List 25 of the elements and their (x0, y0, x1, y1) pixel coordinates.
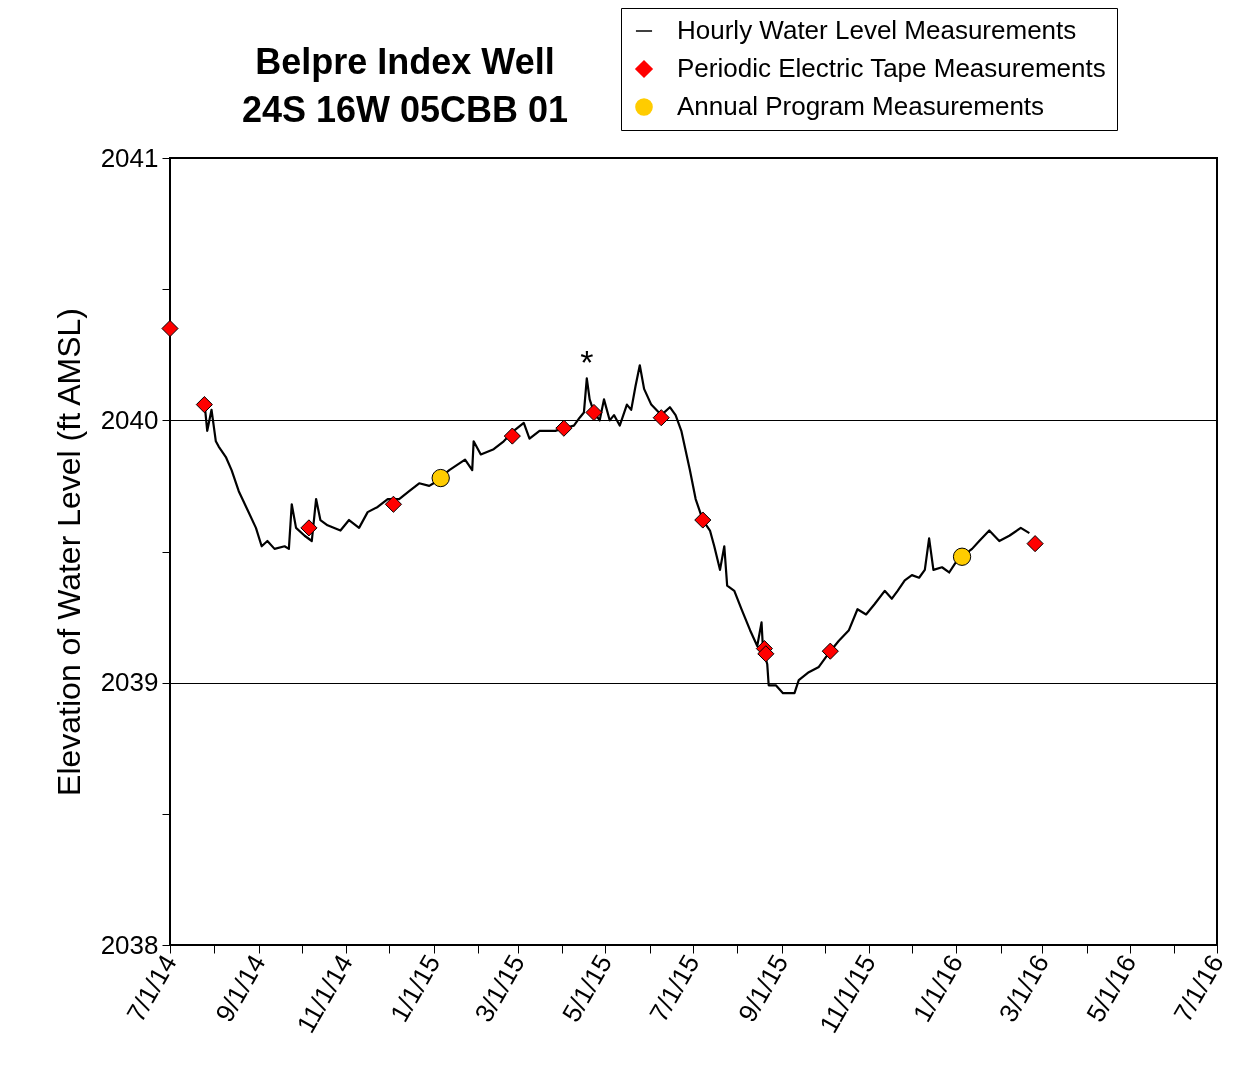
y-tick-label: 2040 (100, 404, 159, 435)
annotation: * (580, 343, 594, 382)
legend-label: Annual Program Measurements (677, 91, 1045, 121)
point (1026, 535, 1044, 553)
point (503, 427, 521, 445)
text: 24S 16W 05CBB 01 (241, 89, 569, 130)
point (821, 642, 839, 660)
point (757, 645, 775, 663)
point (300, 519, 318, 537)
point (161, 319, 179, 338)
y-axis-title: Elevation of Water Level (ft AMSL) (50, 308, 87, 796)
point (652, 409, 670, 427)
point (195, 396, 213, 414)
point (694, 511, 712, 529)
point (952, 547, 972, 566)
point (585, 403, 603, 422)
y-tick-label: 2039 (100, 667, 159, 698)
point (555, 419, 573, 437)
point (384, 495, 402, 513)
y-tick-label: 2038 (100, 929, 159, 960)
y-tick-label: 2041 (100, 142, 159, 173)
point (431, 468, 450, 488)
legend-label: Periodic Electric Tape Measurements (677, 53, 1106, 83)
legend-label: Hourly Water Level Measurements (677, 15, 1077, 45)
text: Belpre Index Well (255, 41, 555, 82)
